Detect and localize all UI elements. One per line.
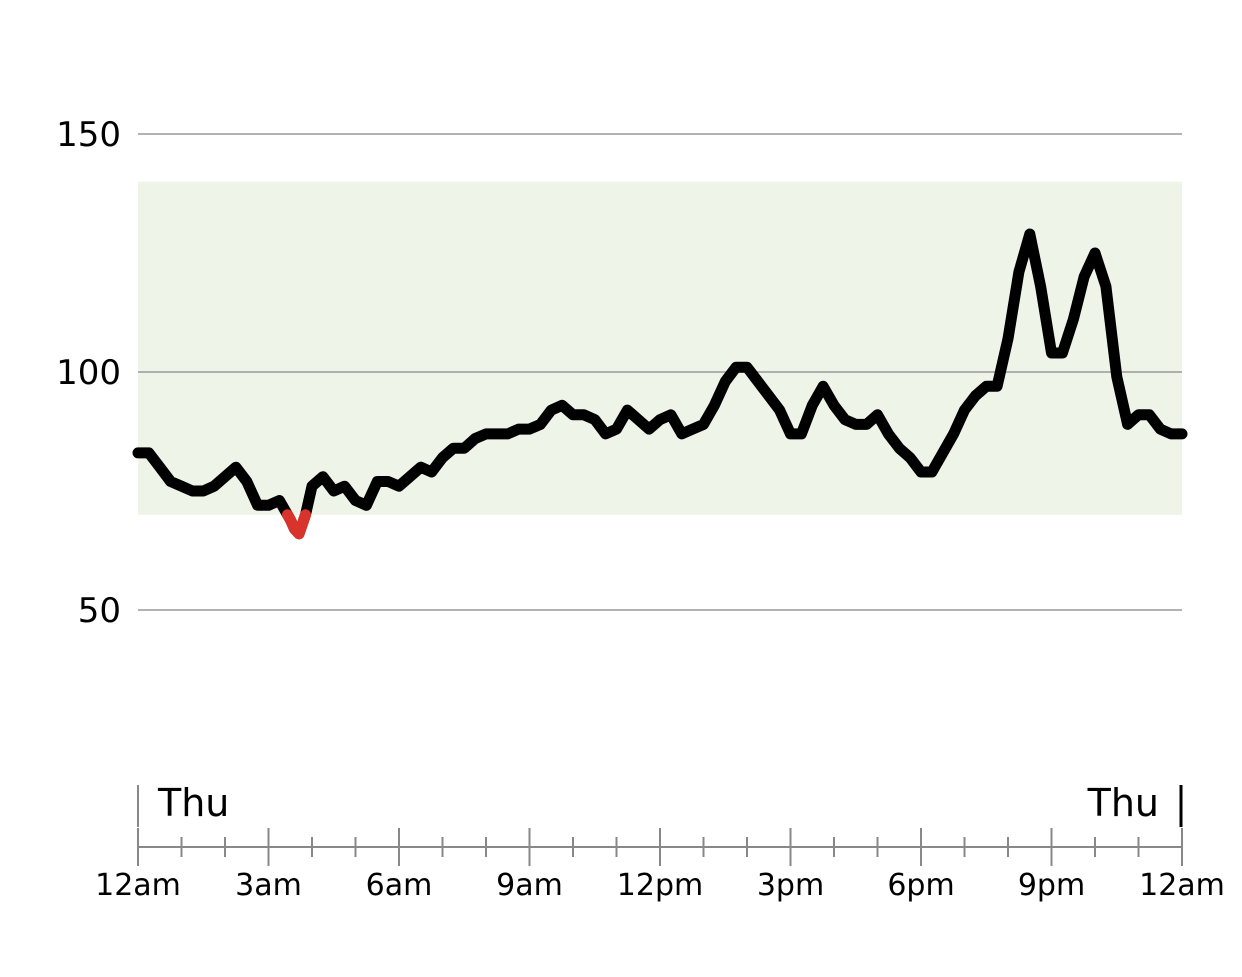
x-tick-label-4: 12pm	[617, 868, 703, 903]
gridlines	[138, 133, 1182, 611]
y-tick-label-100: 100	[56, 353, 121, 393]
x-tick-label-2: 6am	[366, 868, 433, 903]
y-tick-label-150: 150	[56, 115, 121, 155]
x-tick-label-0: 12am	[95, 868, 181, 903]
x-tick-label-1: 3am	[235, 868, 302, 903]
low-glucose-segment	[282, 509, 311, 540]
day-label-end: Thu	[1087, 781, 1159, 825]
x-tick-label-7: 9pm	[1018, 868, 1085, 903]
y-tick-label-50: 50	[78, 591, 121, 631]
x-tick-label-8: 12am	[1139, 868, 1225, 903]
x-axis: 12am 3am 6am 9am 12pm 3pm 6pm 9pm 12am	[95, 828, 1225, 903]
x-tick-label-6: 6pm	[887, 868, 954, 903]
y-tick-labels: 50 100 150	[56, 115, 121, 631]
x-tick-label-3: 9am	[496, 868, 563, 903]
day-label-start: Thu	[157, 781, 229, 825]
x-tick-label-5: 3pm	[757, 868, 824, 903]
glucose-series	[132, 228, 1188, 540]
